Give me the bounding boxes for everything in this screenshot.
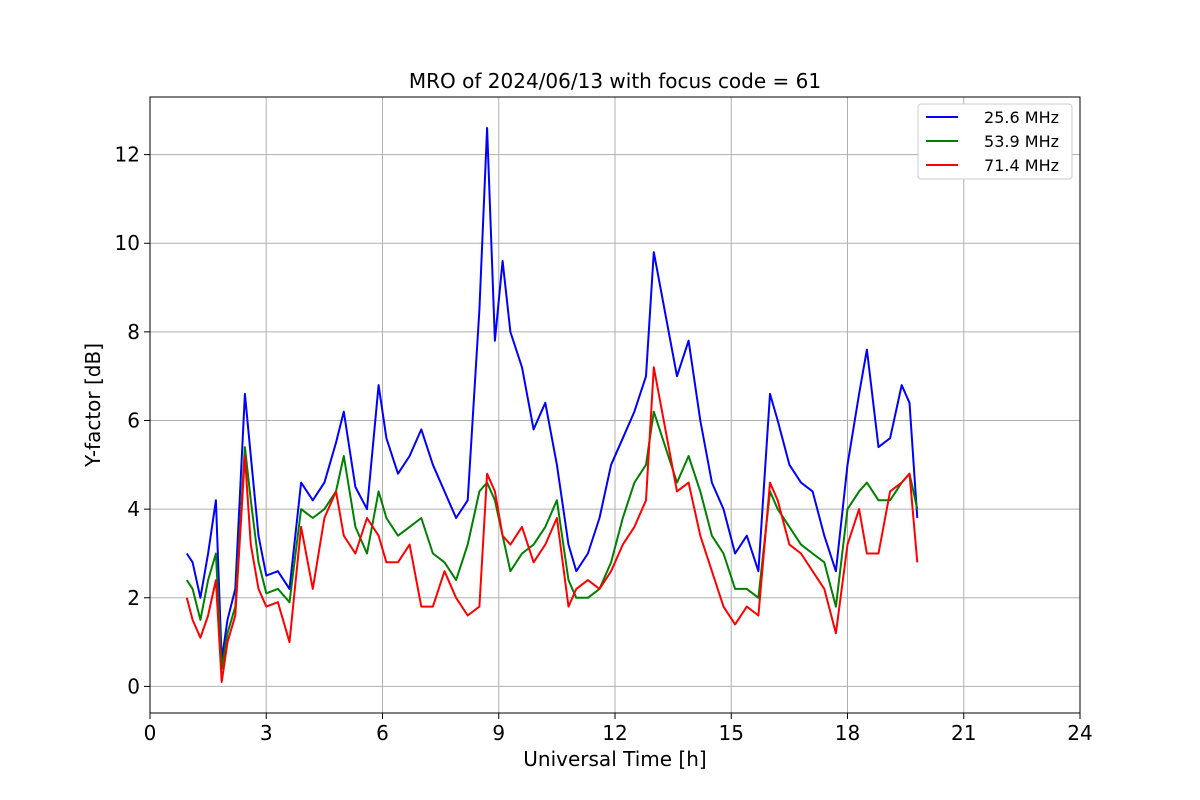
y-tick-label: 8 [127, 320, 140, 344]
x-tick-label: 21 [951, 721, 976, 745]
chart-title: MRO of 2024/06/13 with focus code = 61 [409, 69, 821, 93]
series-line-1 [185, 127, 919, 661]
x-tick-label: 15 [719, 721, 744, 745]
y-tick-label: 10 [115, 231, 140, 255]
x-tick-label: 18 [835, 721, 860, 745]
x-tick-label: 6 [376, 721, 389, 745]
legend-label-2: 53.9 MHz [984, 132, 1059, 151]
y-tick-label: 0 [127, 674, 140, 698]
legend: 25.6 MHz 53.9 MHz 71.4 MHz [917, 103, 1073, 180]
y-tick-label: 12 [115, 143, 140, 167]
y-axis-label: Y-factor [dB] [81, 343, 105, 468]
series-line-3 [185, 366, 919, 683]
y-tick-label: 2 [127, 586, 140, 610]
x-tick-label: 12 [602, 721, 627, 745]
x-axis-label: Universal Time [h] [523, 747, 706, 771]
x-tick-label: 9 [492, 721, 505, 745]
y-tick-label: 6 [127, 409, 140, 433]
x-tick-label: 3 [260, 721, 273, 745]
legend-frame [917, 103, 1073, 180]
legend-label-1: 25.6 MHz [984, 108, 1059, 127]
x-tick-label: 0 [144, 721, 157, 745]
x-tick-label: 24 [1067, 721, 1092, 745]
series-lines [185, 127, 919, 683]
series-line-2 [185, 410, 919, 670]
y-tick-label: 4 [127, 497, 140, 521]
legend-label-3: 71.4 MHz [984, 156, 1059, 175]
